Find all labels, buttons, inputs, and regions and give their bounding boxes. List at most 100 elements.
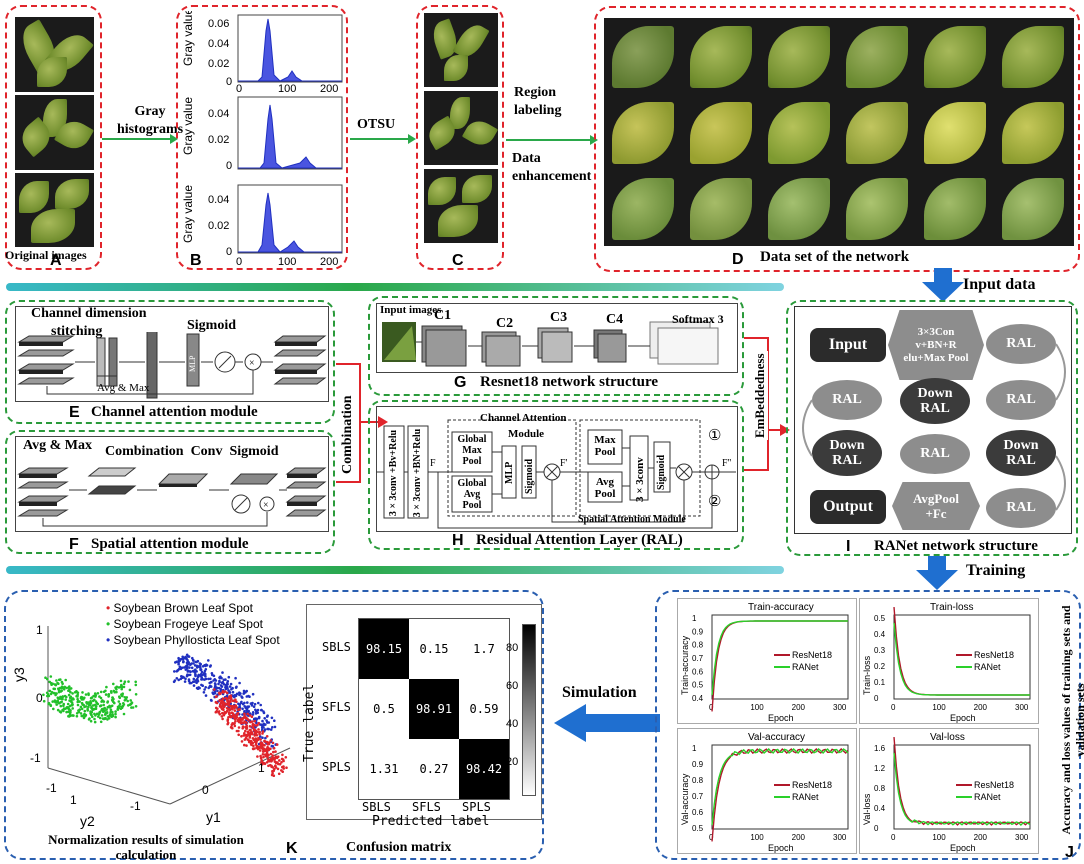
scatter-point (190, 662, 193, 665)
scatter-point (66, 702, 70, 706)
scatter-point (57, 682, 60, 685)
scatter-point (192, 662, 195, 665)
scatter-point (179, 677, 183, 681)
scatter-point (67, 710, 70, 714)
plot-train-loss: Train-loss Train-loss Epoch 0.5 0.4 0.3 0.2 0.1… (859, 598, 1039, 724)
letter-i: I (846, 538, 851, 555)
scatter-point (112, 682, 115, 686)
scatter-point (84, 693, 88, 696)
panel-d-letter: D (732, 251, 744, 268)
scatter-point (80, 707, 84, 711)
scatter-point (76, 691, 79, 694)
scatter-point (285, 766, 288, 769)
svg-text:×: × (249, 358, 255, 369)
segmented-image-3 (424, 169, 498, 243)
scatter-point (188, 666, 191, 669)
letter-c: C (452, 252, 464, 269)
scatter-point (199, 672, 203, 676)
svg-text:0: 0 (36, 691, 43, 705)
scatter-point (184, 677, 187, 681)
scatter-point (175, 670, 179, 673)
scatter-point (57, 697, 60, 700)
legend-frogeye: • Soybean Frogeye Leaf Spot (106, 617, 263, 631)
scatter-point (253, 734, 256, 737)
scatter-point (204, 686, 207, 689)
panel-f: Avg & Max Combination Conv Sigmoid × F S… (5, 430, 335, 554)
input-data-label: Input data (963, 276, 1036, 293)
plot-ytick: 1 (692, 614, 697, 623)
scatter-point (177, 661, 180, 664)
scatter-point (274, 764, 277, 768)
scatter-point (134, 683, 138, 687)
scatter-point (253, 728, 256, 732)
plot-ylabel: Val-loss (862, 793, 872, 825)
scatter-point (225, 703, 229, 706)
scatter-point (42, 693, 45, 697)
scatter-point (122, 685, 126, 689)
scatter-point (114, 715, 117, 719)
scatter-point (250, 720, 254, 723)
scatter-point (220, 685, 224, 688)
scatter-point (243, 743, 246, 747)
scatter-point (273, 725, 277, 729)
spatial-attention-diagram: × (17, 467, 327, 527)
plot-xtick: 0 (709, 703, 714, 712)
scatter-point (64, 678, 67, 682)
side-label: Accuracy and loss values of training set… (1059, 605, 1084, 835)
letter-b: B (190, 252, 202, 269)
svg-text:0: 0 (236, 256, 242, 268)
scatter-point (114, 712, 117, 716)
scatter-point (221, 707, 225, 710)
scatter-point (84, 713, 88, 717)
scatter-point (106, 700, 110, 703)
scatter-point (233, 706, 236, 710)
scatter-point (113, 690, 116, 694)
scatter-point (238, 693, 241, 697)
ral-sigmoid2: Sigmoid (656, 454, 667, 490)
scatter-point (199, 668, 202, 671)
scatter-point (67, 693, 71, 697)
scatter-point (274, 750, 277, 753)
scatter-point (232, 715, 236, 719)
scatter-point (265, 749, 268, 753)
scatter-point (282, 765, 285, 768)
scatter-point (226, 699, 229, 703)
scatter-point (260, 723, 263, 726)
scatter-point (99, 704, 103, 707)
scatter-point (281, 758, 285, 761)
scatter-point (75, 714, 79, 718)
ral-conv-b: 3 × 3conv +BN+Relu (412, 428, 423, 518)
scatter-point (99, 690, 103, 694)
svg-text:0: 0 (202, 783, 209, 797)
scatter-point (228, 691, 232, 694)
scatter-point (244, 729, 247, 733)
scatter-point (232, 713, 236, 717)
scatter-point (238, 681, 241, 685)
scatter-point (120, 694, 124, 697)
scatter-point (243, 701, 246, 705)
scatter-point (105, 685, 108, 689)
softmax-label: Softmax 3 (672, 312, 724, 326)
scatter-point (216, 689, 219, 693)
scatter-point (200, 670, 204, 674)
scatter-point (229, 697, 232, 701)
scatter-point (65, 686, 68, 690)
scatter-point (249, 740, 252, 743)
scatter-point (265, 735, 269, 738)
scatter-point (267, 727, 271, 731)
svg-text:200: 200 (320, 83, 338, 93)
scatter-point (192, 677, 196, 681)
cm-row-1: SFLS (322, 700, 351, 714)
scatter-point (233, 709, 237, 712)
scatter-point (83, 696, 86, 700)
original-image-2 (15, 95, 94, 170)
scatter-point (236, 713, 239, 716)
scatter-point (123, 699, 127, 702)
scatter-point (264, 723, 267, 726)
scatter-point (186, 659, 189, 662)
scatter-point (54, 693, 57, 697)
plot-series (893, 752, 1031, 826)
arrow-b-c (350, 134, 416, 144)
ral-sigmoid: Sigmoid (524, 458, 535, 494)
scatter-point (225, 691, 229, 695)
